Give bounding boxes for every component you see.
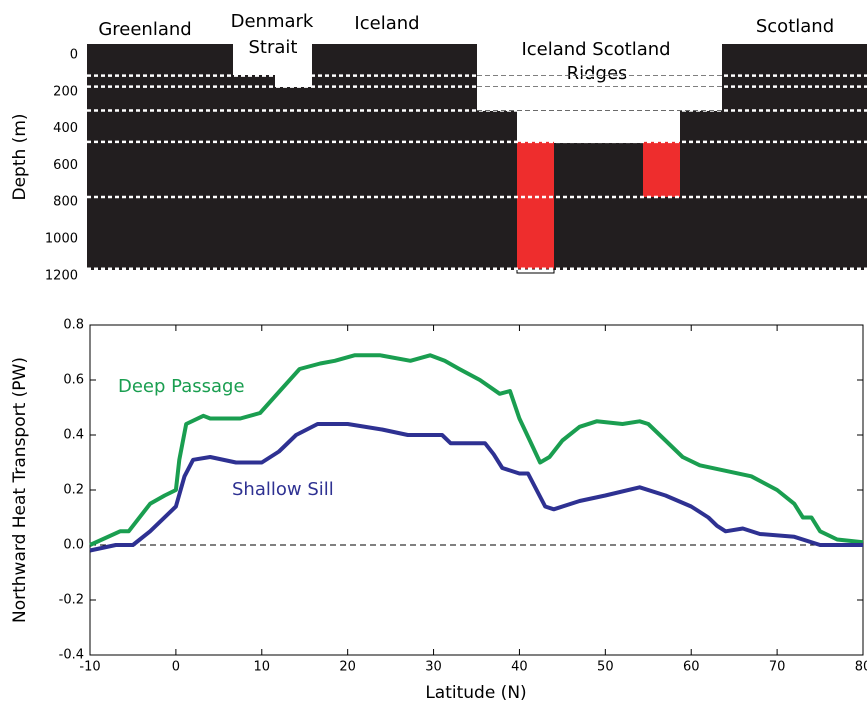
x-tick-label: 70 bbox=[769, 660, 786, 675]
y-tick-label: 0.8 bbox=[63, 318, 84, 333]
bar bbox=[517, 141, 554, 269]
plot-frame bbox=[89, 324, 864, 656]
y-tick-label: 0.0 bbox=[63, 538, 84, 553]
x-tick-label: 20 bbox=[339, 660, 356, 675]
series-label: Deep Passage bbox=[118, 376, 245, 397]
series-line bbox=[89, 353, 864, 547]
series-line bbox=[89, 422, 863, 553]
x-tick-label: 50 bbox=[597, 660, 614, 675]
region-label: Iceland bbox=[354, 13, 419, 34]
y-tick-label: 400 bbox=[53, 121, 78, 136]
y-tick-label: 800 bbox=[53, 195, 78, 210]
y-axis-label: Depth (m) bbox=[10, 113, 30, 200]
y-tick-label: 200 bbox=[53, 84, 78, 99]
x-axis-label: Latitude (N) bbox=[425, 683, 526, 703]
region-label: Ridges bbox=[567, 63, 628, 84]
x-tick-label: 80 bbox=[855, 660, 867, 675]
x-tick-label: 0 bbox=[172, 660, 180, 675]
region-label: Greenland bbox=[98, 19, 191, 40]
bar bbox=[643, 141, 680, 198]
x-tick-label: -10 bbox=[79, 660, 100, 675]
y-tick-label: 1200 bbox=[45, 268, 78, 283]
y-tick-label: -0.4 bbox=[59, 648, 84, 663]
y-tick-label: 0.4 bbox=[63, 428, 84, 443]
region-label: Denmark bbox=[231, 11, 314, 32]
y-axis-label: Northward Heat Transport (PW) bbox=[10, 357, 30, 623]
series-label: Shallow Sill bbox=[232, 479, 334, 500]
y-tick-label: 600 bbox=[53, 158, 78, 173]
x-tick-label: 60 bbox=[683, 660, 700, 675]
region-label: Iceland Scotland bbox=[521, 39, 670, 60]
x-tick-label: 10 bbox=[254, 660, 271, 675]
y-tick-label: 1000 bbox=[45, 232, 78, 247]
x-tick-label: 30 bbox=[425, 660, 442, 675]
region-label: Strait bbox=[249, 37, 298, 58]
topography bbox=[87, 44, 867, 270]
x-tick-label: 40 bbox=[511, 660, 528, 675]
region-label: Scotland bbox=[756, 16, 834, 37]
y-tick-label: 0.6 bbox=[63, 373, 84, 388]
y-tick-label: 0 bbox=[70, 48, 78, 63]
y-tick-label: -0.2 bbox=[59, 593, 84, 608]
y-tick-label: 0.2 bbox=[63, 483, 84, 498]
